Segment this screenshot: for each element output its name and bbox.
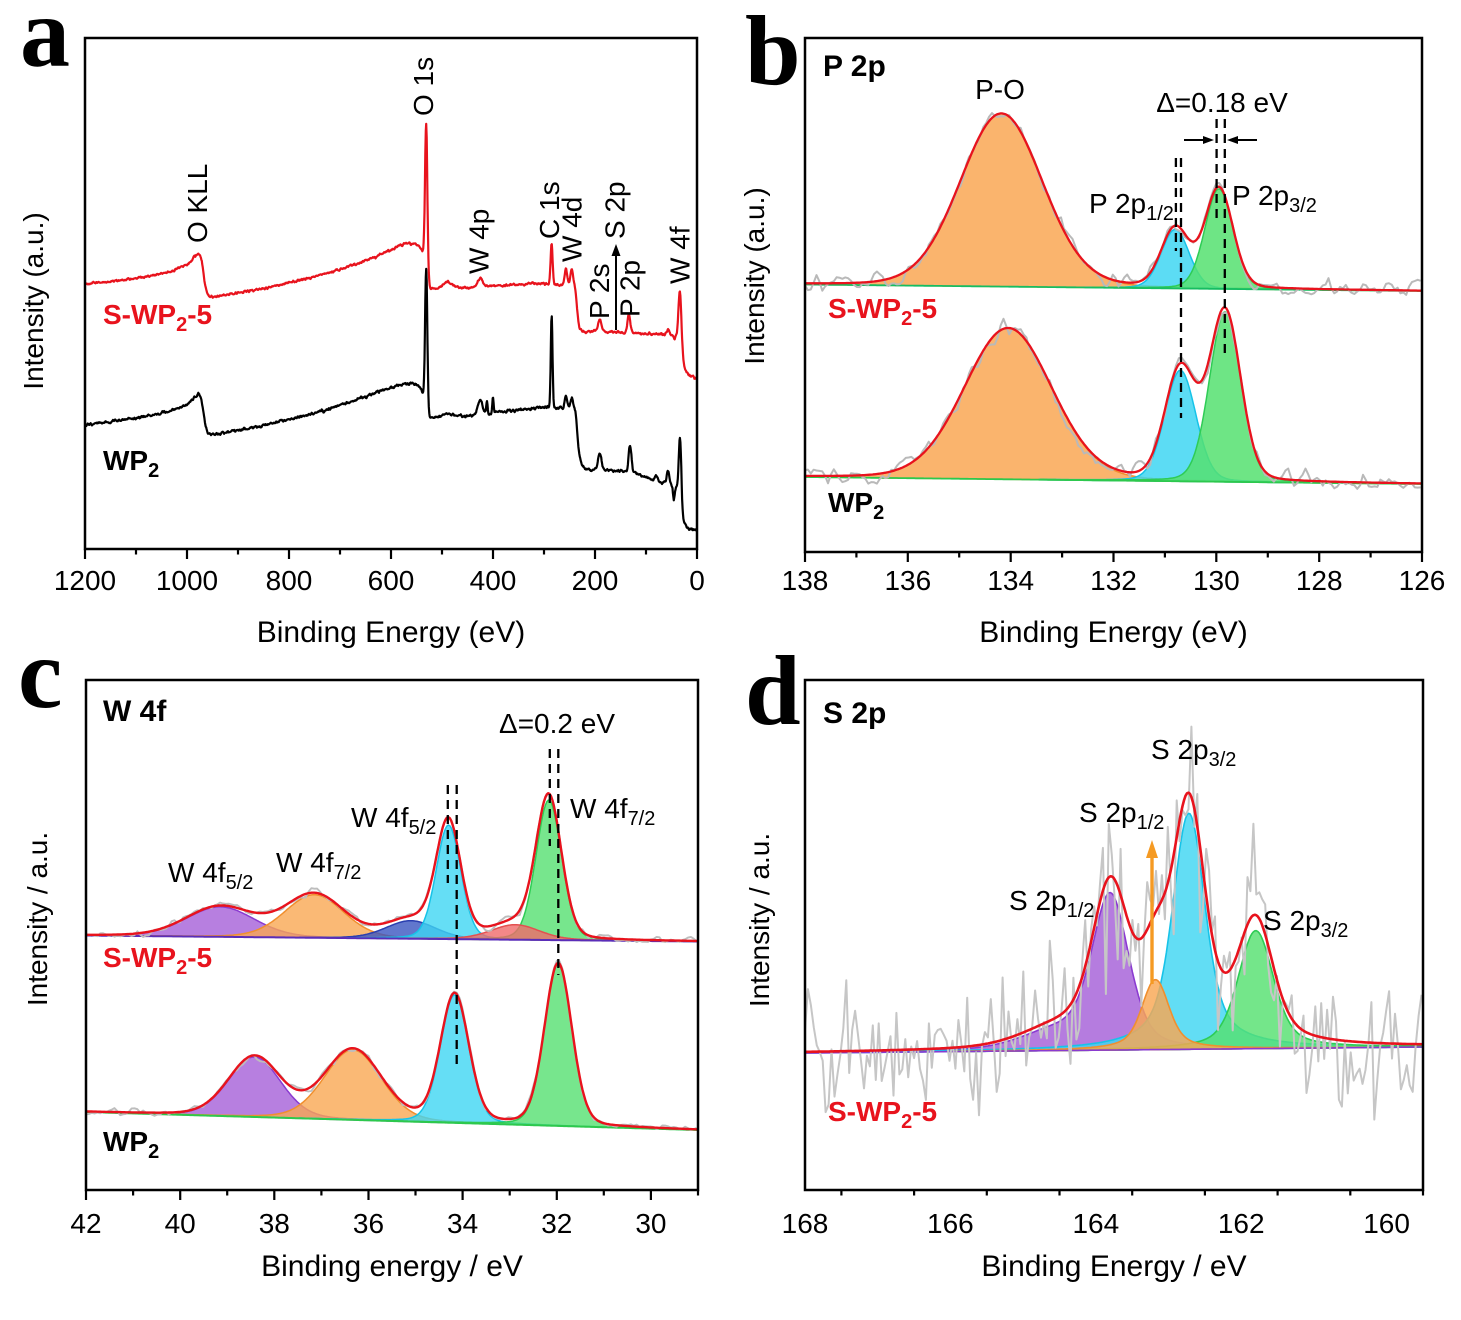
svg-text:162: 162 [1218, 1208, 1265, 1239]
svg-text:W 4p: W 4p [464, 209, 495, 274]
svg-text:WP2: WP2 [828, 487, 884, 524]
svg-text:Intensity / a.u.: Intensity / a.u. [22, 832, 53, 1006]
svg-text:130: 130 [1193, 565, 1240, 596]
svg-text:40: 40 [165, 1208, 196, 1239]
svg-text:P 2s: P 2s [584, 263, 615, 319]
svg-text:b: b [745, 0, 801, 106]
svg-text:36: 36 [353, 1208, 384, 1239]
svg-text:Binding energy / eV: Binding energy / eV [261, 1250, 523, 1283]
svg-text:38: 38 [259, 1208, 290, 1239]
svg-text:166: 166 [927, 1208, 974, 1239]
svg-text:S 2p1/2: S 2p1/2 [1079, 797, 1164, 834]
svg-text:1000: 1000 [156, 565, 218, 596]
svg-text:134: 134 [987, 565, 1034, 596]
svg-text:a: a [20, 0, 70, 88]
svg-text:Intensity / a.u.: Intensity / a.u. [744, 833, 775, 1007]
svg-text:O 1s: O 1s [408, 57, 439, 116]
svg-text:WP2: WP2 [103, 1126, 159, 1163]
svg-text:Intensity (a.u.): Intensity (a.u.) [18, 212, 49, 389]
svg-text:160: 160 [1363, 1208, 1410, 1239]
svg-text:128: 128 [1296, 565, 1343, 596]
svg-text:34: 34 [447, 1208, 478, 1239]
svg-text:C 1s: C 1s [534, 181, 565, 239]
svg-text:400: 400 [470, 565, 517, 596]
svg-text:600: 600 [368, 565, 415, 596]
svg-text:32: 32 [541, 1208, 572, 1239]
svg-text:30: 30 [635, 1208, 666, 1239]
svg-text:P-O: P-O [975, 74, 1025, 105]
svg-text:200: 200 [572, 565, 619, 596]
svg-text:S-WP2-5: S-WP2-5 [828, 293, 937, 330]
svg-text:Δ=0.2 eV: Δ=0.2 eV [499, 708, 615, 739]
svg-text:W 4d: W 4d [557, 197, 588, 262]
svg-text:W 4f: W 4f [103, 695, 167, 728]
svg-text:d: d [745, 635, 801, 746]
svg-text:136: 136 [884, 565, 931, 596]
svg-text:138: 138 [782, 565, 829, 596]
svg-text:Intensity (a.u.): Intensity (a.u.) [739, 187, 770, 364]
svg-text:126: 126 [1399, 565, 1446, 596]
svg-text:S 2p3/2: S 2p3/2 [1263, 905, 1348, 942]
svg-text:0: 0 [689, 565, 705, 596]
svg-text:168: 168 [782, 1208, 829, 1239]
svg-text:S 2p3/2: S 2p3/2 [1151, 734, 1236, 771]
svg-text:132: 132 [1090, 565, 1137, 596]
svg-text:Binding Energy / eV: Binding Energy / eV [981, 1250, 1246, 1283]
svg-text:S 2p: S 2p [823, 697, 886, 730]
svg-text:800: 800 [266, 565, 313, 596]
svg-text:P 2p: P 2p [615, 260, 646, 317]
svg-text:164: 164 [1072, 1208, 1119, 1239]
svg-text:O KLL: O KLL [182, 164, 213, 243]
svg-text:S-WP2-5: S-WP2-5 [103, 299, 212, 336]
svg-text:1200: 1200 [54, 565, 116, 596]
svg-text:Δ=0.18 eV: Δ=0.18 eV [1156, 87, 1288, 118]
svg-text:Binding Energy (eV): Binding Energy (eV) [979, 616, 1247, 649]
svg-text:c: c [18, 618, 62, 729]
svg-text:S 2p1/2: S 2p1/2 [1009, 885, 1094, 922]
svg-text:42: 42 [70, 1208, 101, 1239]
svg-text:S-WP2-5: S-WP2-5 [828, 1096, 937, 1133]
svg-text:Binding Energy (eV): Binding Energy (eV) [257, 616, 525, 649]
svg-text:S 2p: S 2p [600, 181, 631, 239]
svg-text:S-WP2-5: S-WP2-5 [103, 942, 212, 979]
svg-text:W 4f: W 4f [665, 226, 696, 284]
svg-text:P 2p: P 2p [823, 50, 886, 83]
